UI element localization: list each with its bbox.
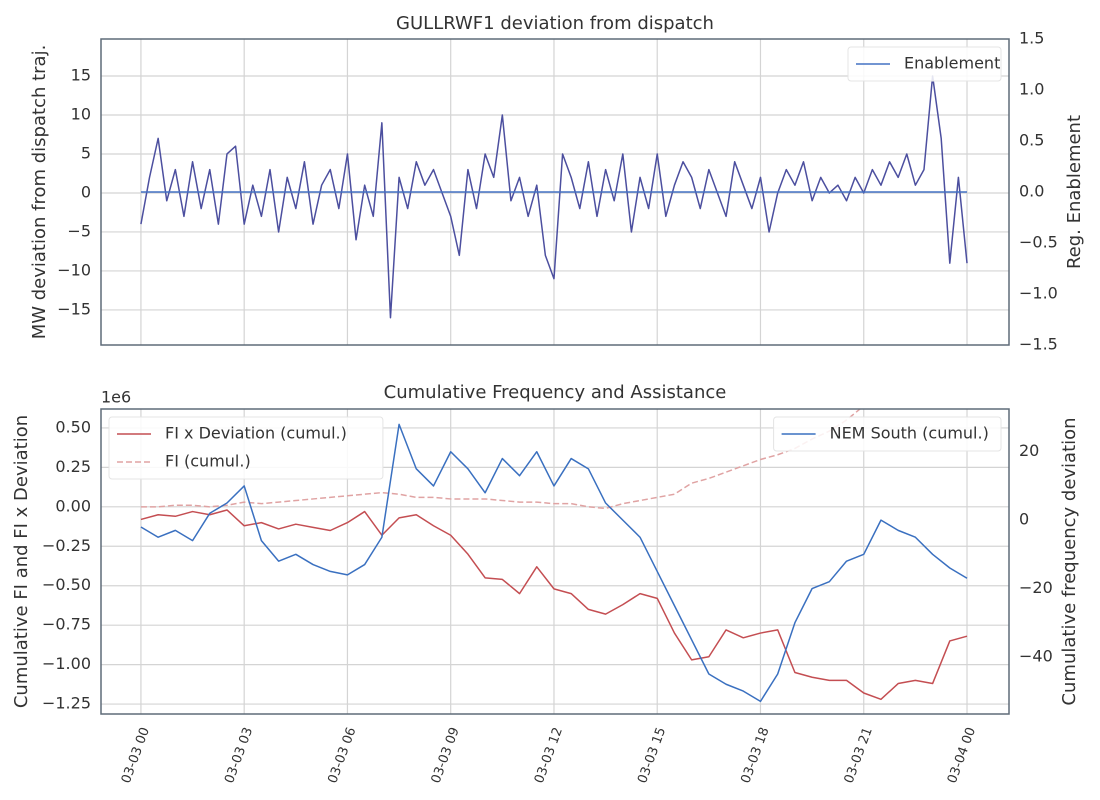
plot-area	[140, 409, 968, 703]
legend-box	[773, 416, 1002, 452]
y2-tick-label: 1.5	[1019, 29, 1044, 48]
y-axis-label: MW deviation from dispatch traj.	[29, 45, 50, 340]
y-axis-label: Cumulative FI and FI x Deviation	[11, 415, 32, 708]
y-tick-label: 0.50	[55, 417, 91, 436]
y-tick-label: 10	[71, 105, 91, 124]
y-tick-label: 0.25	[55, 457, 91, 476]
y2-tick-label: 0	[1019, 510, 1029, 529]
y2-tick-label: −0.5	[1019, 233, 1058, 252]
series-line	[140, 409, 862, 510]
legend-label: NEM South (cumul.)	[830, 424, 989, 443]
y-tick-label: −1.25	[42, 694, 91, 713]
y-tick-label: −15	[57, 299, 91, 318]
legend-label: FI (cumul.)	[165, 452, 251, 471]
series-line	[140, 509, 968, 701]
y-tick-label: 15	[71, 66, 91, 85]
y2-tick-label: 0.0	[1019, 182, 1044, 201]
legend-label: FI x Deviation (cumul.)	[165, 424, 347, 443]
y2-tick-label: −1.5	[1019, 335, 1058, 354]
y2-tick-label: 20	[1019, 441, 1039, 460]
legend-label: Enablement	[904, 54, 1000, 73]
axes-frame	[100, 408, 1010, 715]
plot-area	[140, 75, 968, 319]
y2-tick-label: −20	[1019, 578, 1053, 597]
chart-title: GULLRWF1 deviation from dispatch	[396, 13, 714, 34]
chart-title: Cumulative Frequency and Assistance	[384, 382, 727, 403]
y-tick-label: −5	[67, 221, 91, 240]
series-line	[140, 75, 968, 319]
y-offset-label: 1e6	[101, 388, 131, 407]
y-tick-label: −0.50	[42, 575, 91, 594]
y-tick-label: −0.75	[42, 615, 91, 634]
y-tick-label: −1.00	[42, 654, 91, 673]
series-line	[140, 423, 968, 703]
y-tick-label: 0.00	[55, 496, 91, 515]
y-tick-label: 5	[81, 143, 91, 162]
y2-axis-label: Cumulative frequency deviation	[1059, 417, 1080, 705]
y-tick-label: −10	[57, 260, 91, 279]
legend-box	[847, 46, 1002, 82]
y-tick-label: 0	[81, 182, 91, 201]
y2-tick-label: −40	[1019, 646, 1053, 665]
legend-box	[108, 416, 384, 480]
y2-tick-label: −1.0	[1019, 284, 1058, 303]
axes-frame	[100, 38, 1010, 346]
y-tick-label: −0.25	[42, 536, 91, 555]
y2-axis-label: Reg. Enablement	[1064, 115, 1085, 269]
y2-tick-label: 0.5	[1019, 131, 1044, 150]
y2-tick-label: 1.0	[1019, 80, 1044, 99]
